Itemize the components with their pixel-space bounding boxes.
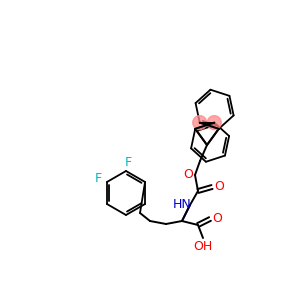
Text: O: O	[183, 167, 193, 181]
Text: F: F	[124, 155, 132, 169]
Text: O: O	[212, 212, 222, 226]
Text: O: O	[214, 181, 224, 194]
Text: OH: OH	[194, 239, 213, 253]
Text: F: F	[94, 172, 101, 184]
Circle shape	[193, 116, 207, 130]
Text: HN: HN	[172, 199, 191, 212]
Circle shape	[207, 116, 221, 130]
